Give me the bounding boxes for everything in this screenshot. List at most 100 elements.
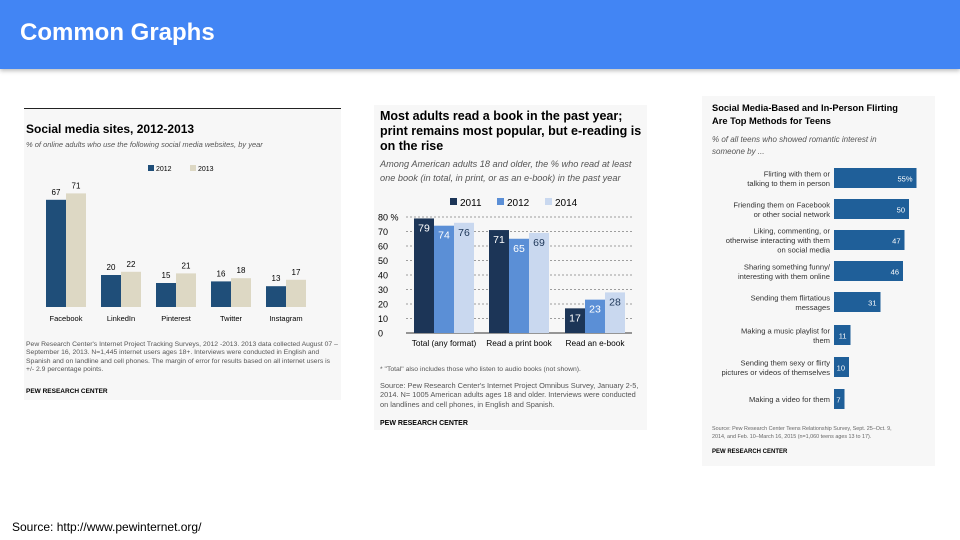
chart1-note: Pew Research Center's Internet Project T… [26,341,338,373]
data-label: 71 [493,234,505,246]
data-label-pinterest-2013: 21 [182,261,191,270]
chart3-title-line2: Are Top Methods for Teens [712,116,831,126]
chart3-note-line2: 2014, and Feb. 10–March 16, 2015 (n=1,06… [712,434,871,440]
bar-item-2 [834,199,909,219]
x-tick-label: Read an e-book [565,338,625,348]
category-label: otherwise interacting with them [726,236,830,245]
legend-2012-label: 2012 [156,166,172,173]
y-tick-label: 30 [378,285,388,295]
data-label-twitter-2013: 18 [237,266,246,275]
bar-pinterest-2013 [176,273,196,307]
category-label: Making a music playlist for [741,326,831,335]
category-label: Sharing something funny/ [744,262,831,271]
data-label: 23 [589,304,601,316]
bar-twitter-2012 [211,281,231,307]
legend-2012-swatch [148,165,154,171]
chart3-title-line1: Social Media-Based and In-Person Flirtin… [712,103,898,113]
category-label: messages [795,303,830,312]
bar-instagram-2013 [286,279,306,307]
chart2-title-line1: Most adults read a book in the past year… [380,109,622,123]
data-label: 76 [458,227,470,239]
category-label: Sending them sexy or flirty [741,358,831,367]
bar-total-2014 [454,222,474,333]
data-label-instagram-2012: 13 [272,274,281,283]
bar-item-1 [834,168,917,188]
data-label: 74 [438,230,450,242]
data-label-linkedin-2013: 22 [127,260,136,269]
category-label: interesting with them online [738,272,830,281]
chart2-title-line2: print remains most popular, but e-readin… [380,124,641,138]
data-label: 17 [569,312,581,324]
x-tick-label: Total (any format) [412,338,477,348]
bar-item-5 [834,292,881,312]
data-label: 11 [839,332,847,341]
bar-item-7 [834,357,849,377]
chart2-title-line3: on the rise [380,139,443,153]
bar-pinterest-2012 [156,283,176,307]
data-label: 65 [513,243,525,255]
bar-item-8 [834,389,845,409]
teen-flirting-chart: Social Media-Based and In-Person Flirtin… [712,103,917,455]
bar-print-2012 [509,238,529,333]
data-label-facebook-2012: 67 [52,188,61,197]
slide-source: Source: http://www.pewinternet.org/ [12,520,202,534]
y-tick-label: 40 [378,271,388,281]
y-tick-label: 0 [378,329,383,339]
tick-label-linkedin: LinkedIn [107,314,135,323]
bar-linkedin-2012 [101,275,121,307]
bar-item-6 [834,325,851,345]
chart3-note-line1: Source: Pew Research Center Teens Relati… [712,426,892,432]
y-tick-label: 10 [378,314,388,324]
chart3-subtitle-line1: % of all teens who showed romantic inter… [712,135,877,144]
bar-total-2012 [434,225,454,333]
data-label-twitter-2012: 16 [217,269,226,278]
chart1-title: Social media sites, 2012-2013 [26,122,194,136]
chart3-subtitle-line2: someone by ... [712,147,764,156]
bar-total-2011 [414,218,434,333]
category-label: on social media [777,246,831,255]
y-tick-label: 60 [378,242,388,252]
y-tick-label: 80 % [378,213,399,223]
tick-label-pinterest: Pinterest [161,314,192,323]
tick-label-instagram: Instagram [269,314,302,323]
data-label: 10 [837,364,845,373]
chart2-credit: PEW RESEARCH CENTER [380,420,468,427]
data-label: 55% [897,175,912,184]
category-label: Flirting with them or [764,169,831,178]
data-label: 7 [836,396,840,405]
legend-2014-swatch [545,198,552,205]
chart3-credit: PEW RESEARCH CENTER [712,449,788,455]
legend-2013-swatch [190,165,196,171]
tick-label-facebook: Facebook [50,314,83,323]
category-label: pictures or videos of themselves [722,368,831,377]
category-label: Friending them on Facebook [733,200,830,209]
bar-linkedin-2013 [121,271,141,307]
category-label: or other social network [754,210,831,219]
data-label: 28 [609,296,621,308]
chart1-subtitle: % of online adults who use the following… [26,140,263,149]
data-label: 47 [892,237,900,246]
legend-2011-swatch [450,198,457,205]
category-label: them [813,336,830,345]
bar-ebook-2011 [565,308,585,333]
social-media-chart-panel: Social media sites, 2012-2013 % of onlin… [24,108,341,400]
teen-flirting-chart-panel: Social Media-Based and In-Person Flirtin… [702,96,935,466]
chart1-credit: PEW RESEARCH CENTER [26,388,108,395]
data-label: 69 [533,237,545,249]
bar-item-3 [834,230,905,250]
legend-2014-label: 2014 [555,198,578,209]
data-label: 46 [891,268,899,277]
bar-twitter-2013 [231,278,251,307]
tick-label-twitter: Twitter [220,314,243,323]
data-label: 50 [897,206,905,215]
bar-ebook-2012 [585,299,605,333]
y-tick-label: 50 [378,256,388,266]
legend-2013-label: 2013 [198,166,214,173]
data-label-pinterest-2012: 15 [162,271,171,280]
slide-header: Common Graphs [0,0,960,69]
chart2-note: Source: Pew Research Center's Internet P… [380,381,639,409]
bar-facebook-2013 [66,193,86,307]
chart2-footnote: * "Total" also includes those who listen… [380,366,581,373]
slide-title: Common Graphs [20,19,215,46]
bar-item-4 [834,261,903,281]
